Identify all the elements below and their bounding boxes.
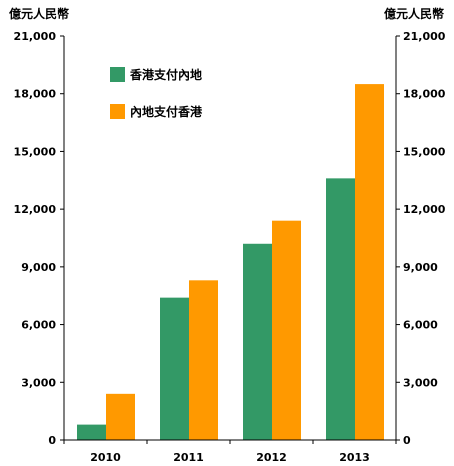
y-tick-label-right: 6,000 — [403, 319, 438, 332]
y-tick-label-left: 0 — [48, 434, 56, 447]
legend-swatch-series-1 — [110, 66, 125, 82]
bar-series-2-2012 — [272, 220, 301, 440]
y-tick-label-left: 9,000 — [21, 261, 56, 274]
bar-series-1-2011 — [160, 297, 189, 440]
y-axis-unit-left: 億元人民幣 — [9, 7, 70, 21]
legend: 香港支付內地 內地支付香港 — [110, 66, 202, 140]
legend-swatch-series-2 — [110, 103, 125, 119]
y-tick-label-right: 3,000 — [403, 376, 438, 389]
x-tick-label: 2010 — [90, 451, 121, 464]
y-tick-label-left: 15,000 — [14, 145, 57, 158]
y-tick-label-left: 12,000 — [14, 203, 57, 216]
y-tick-label-right: 12,000 — [403, 203, 446, 216]
y-tick-label-right: 21,000 — [403, 30, 446, 43]
bar-series-1-2013 — [326, 178, 355, 440]
bar-series-2-2010 — [106, 393, 135, 440]
y-axis-unit-right: 億元人民幣 — [384, 7, 445, 21]
bar-series-2-2013 — [355, 84, 384, 440]
y-tick-label-left: 21,000 — [14, 30, 57, 43]
y-tick-label-left: 18,000 — [14, 88, 57, 101]
y-tick-label-right: 18,000 — [403, 88, 446, 101]
legend-item-series-1: 香港支付內地 — [110, 66, 202, 82]
legend-label-series-2: 內地支付香港 — [130, 104, 203, 119]
bar-series-1-2012 — [243, 243, 272, 440]
bar-series-1-2010 — [77, 424, 106, 440]
x-tick-label: 2012 — [256, 451, 287, 464]
y-tick-label-left: 3,000 — [21, 376, 56, 389]
bar-series-2-2011 — [189, 280, 218, 440]
y-tick-label-right: 15,000 — [403, 145, 446, 158]
legend-item-series-2: 內地支付香港 — [110, 103, 202, 119]
y-tick-label-right: 0 — [403, 434, 411, 447]
x-tick-label: 2013 — [339, 451, 370, 464]
x-tick-label: 2011 — [173, 451, 204, 464]
legend-label-series-1: 香港支付內地 — [130, 67, 203, 82]
y-tick-label-right: 9,000 — [403, 261, 438, 274]
y-tick-label-left: 6,000 — [21, 319, 56, 332]
